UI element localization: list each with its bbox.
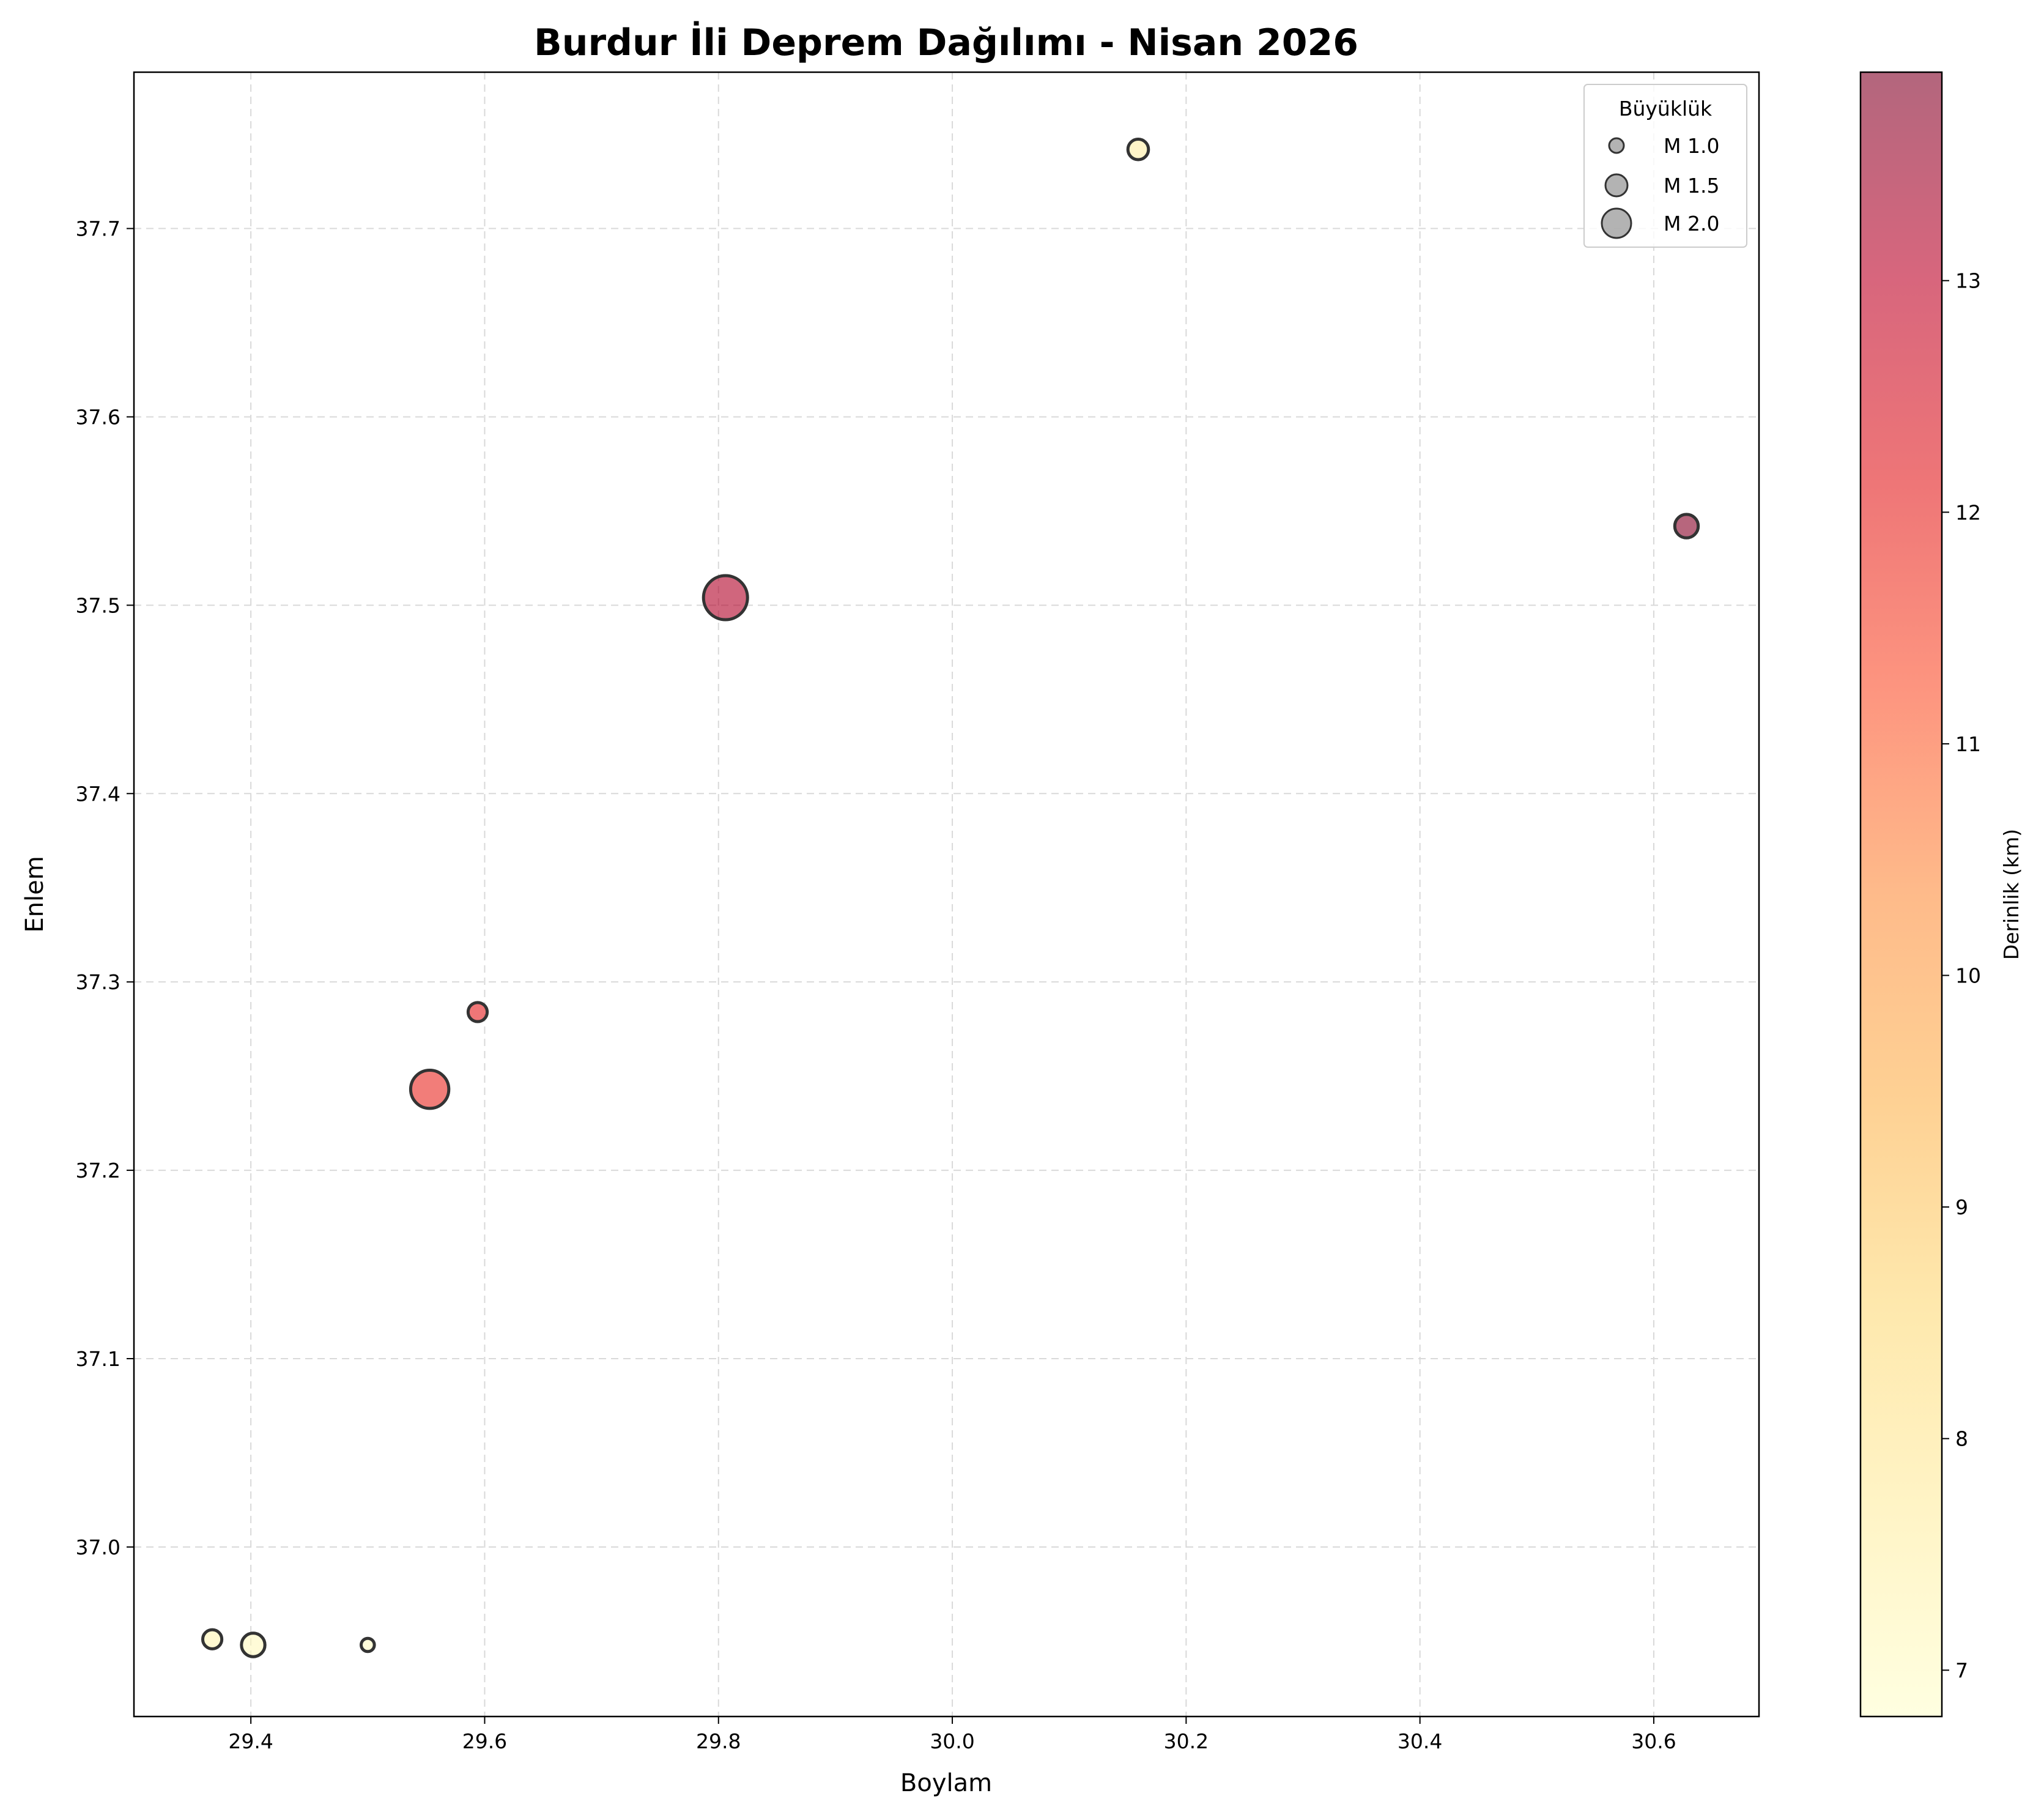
earthquake-point bbox=[702, 574, 749, 622]
y-tick-label: 37.4 bbox=[76, 782, 120, 806]
y-tick-label: 37.7 bbox=[76, 217, 120, 241]
y-axis-label: Enlem bbox=[21, 856, 49, 932]
x-axis-label: Boylam bbox=[900, 1769, 992, 1797]
x-tick-label: 30.2 bbox=[1164, 1729, 1209, 1753]
legend-entry-label: M 1.5 bbox=[1664, 174, 1719, 198]
chart-title: Burdur İli Deprem Dağılımı - Nisan 2026 bbox=[534, 20, 1358, 64]
y-axis-ticks: 37.0 37.1 37.2 37.3 37.4 37.5 37.6 37.7 bbox=[76, 217, 134, 1559]
x-tick-label: 29.6 bbox=[462, 1729, 507, 1753]
legend-marker bbox=[1608, 137, 1625, 154]
y-tick-label: 37.5 bbox=[76, 593, 120, 617]
earthquake-point bbox=[240, 1631, 267, 1658]
x-tick-label: 30.4 bbox=[1398, 1729, 1442, 1753]
earthquake-point bbox=[201, 1628, 224, 1650]
y-tick-label: 37.1 bbox=[76, 1347, 120, 1371]
y-tick-label: 37.2 bbox=[76, 1159, 120, 1182]
x-axis-ticks: 29.4 29.6 29.8 30.0 30.2 30.4 30.6 bbox=[228, 1717, 1676, 1753]
y-tick-label: 37.3 bbox=[76, 970, 120, 994]
colorbar-ticks: 7 8 9 10 11 12 13 bbox=[1942, 269, 1981, 1682]
colorbar-frame bbox=[1859, 71, 1943, 1718]
colorbar-tick-label: 7 bbox=[1955, 1658, 1968, 1682]
legend-marker bbox=[1601, 207, 1632, 239]
grid-layer bbox=[134, 72, 1759, 1717]
colorbar-label: Derinlik (km) bbox=[1999, 829, 2023, 960]
legend-title: Büyüklük bbox=[1619, 97, 1713, 121]
plot-frame bbox=[133, 71, 1760, 1718]
earthquake-point bbox=[409, 1068, 451, 1110]
legend-marker bbox=[1604, 173, 1629, 198]
colorbar-tick-label: 13 bbox=[1955, 269, 1981, 293]
y-tick-label: 37.6 bbox=[76, 405, 120, 429]
earthquake-point bbox=[1673, 513, 1700, 540]
colorbar-tick-label: 12 bbox=[1955, 500, 1981, 524]
colorbar: 7 8 9 10 11 12 13 Derinlik (km) bbox=[1859, 71, 2023, 1718]
colorbar-tick-label: 11 bbox=[1955, 732, 1981, 756]
colorbar-tick-label: 10 bbox=[1955, 964, 1981, 988]
legend-entry-label: M 1.0 bbox=[1664, 134, 1719, 158]
colorbar-tick-label: 8 bbox=[1955, 1427, 1968, 1451]
points-layer bbox=[201, 137, 1700, 1658]
earthquake-point bbox=[466, 1001, 489, 1023]
legend-box bbox=[1583, 84, 1747, 248]
x-tick-label: 30.6 bbox=[1631, 1729, 1676, 1753]
colorbar-tick-label: 9 bbox=[1955, 1195, 1968, 1219]
earthquake-point bbox=[360, 1636, 376, 1654]
colorbar-gradient bbox=[1861, 72, 1942, 1717]
earthquake-point bbox=[1126, 137, 1150, 161]
legend: Büyüklük M 1.0 M 1.5 M 2.0 bbox=[1583, 84, 1747, 248]
x-tick-label: 29.8 bbox=[696, 1729, 741, 1753]
x-tick-label: 29.4 bbox=[228, 1729, 273, 1753]
y-tick-label: 37.0 bbox=[76, 1535, 120, 1559]
x-tick-label: 30.0 bbox=[930, 1729, 974, 1753]
legend-entry-label: M 2.0 bbox=[1664, 212, 1719, 236]
